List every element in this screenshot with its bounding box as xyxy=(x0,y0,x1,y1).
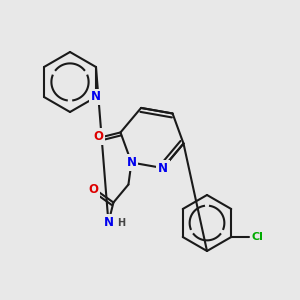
Text: H: H xyxy=(117,218,126,227)
Text: O: O xyxy=(88,183,98,196)
Text: N: N xyxy=(126,156,136,169)
Text: N: N xyxy=(158,162,168,175)
Text: Cl: Cl xyxy=(251,232,263,242)
Text: N: N xyxy=(91,91,101,103)
Text: O: O xyxy=(94,130,103,143)
Text: N: N xyxy=(103,216,113,229)
